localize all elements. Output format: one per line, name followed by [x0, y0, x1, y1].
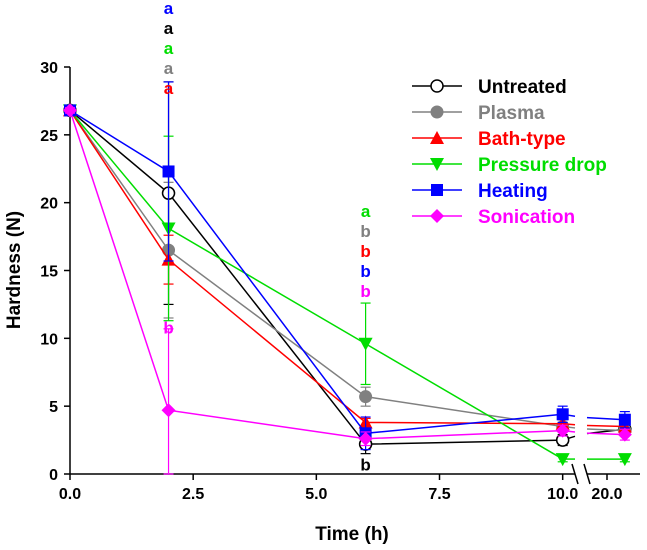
x-tick-label: 20.0 — [591, 486, 622, 503]
significance-letter: a — [164, 39, 174, 58]
x-tick-label: 2.5 — [182, 486, 204, 503]
legend-entry: Pressure drop — [412, 155, 607, 176]
marker-triangle-up — [555, 416, 570, 430]
x-tick-label: 7.5 — [428, 486, 450, 503]
series-line — [69, 110, 563, 440]
axis-break-mark — [571, 463, 579, 485]
y-axis-title: Hardness (N) — [4, 211, 25, 329]
marker-triangle-down — [555, 453, 570, 467]
significance-letter: b — [360, 282, 370, 301]
marker-square — [162, 165, 175, 178]
marker-triangle-down — [358, 337, 373, 351]
legend-label: Pressure drop — [478, 155, 607, 176]
significance-letter: b — [360, 242, 370, 261]
legend-entry: Plasma — [412, 103, 545, 124]
significance-letter: a — [164, 0, 174, 18]
y-tick-label: 5 — [49, 399, 58, 416]
axis-break-mark — [583, 463, 591, 485]
x-tick-label: 0.0 — [59, 486, 81, 503]
legend-entry: Untreated — [412, 77, 567, 98]
marker-diamond — [358, 431, 373, 446]
x-axis-title: Time (h) — [315, 524, 389, 545]
legend-label: Plasma — [478, 103, 545, 124]
marker-circle — [430, 105, 444, 119]
marker-diamond — [617, 427, 632, 442]
significance-letter: b — [163, 318, 173, 337]
series-line — [586, 424, 625, 428]
significance-letter: b — [360, 222, 370, 241]
marker-diamond — [161, 403, 176, 418]
y-tick-label: 30 — [40, 60, 58, 77]
marker-triangle-up — [430, 131, 444, 144]
legend-entry: Bath-type — [412, 129, 566, 150]
series-line — [69, 109, 563, 435]
series-line — [69, 109, 563, 428]
significance-letter: b — [360, 456, 370, 475]
significance-letter: a — [164, 79, 174, 98]
marker-diamond — [430, 209, 444, 223]
significance-letter: a — [164, 19, 174, 38]
legend-entry: Sonication — [412, 207, 575, 228]
legend-label: Heating — [478, 181, 548, 202]
legend-label: Sonication — [478, 207, 575, 228]
series-line — [586, 416, 625, 421]
x-tick-label: 5.0 — [305, 486, 327, 503]
x-tick-label: 10.0 — [547, 486, 578, 503]
series-sonication — [63, 103, 632, 475]
y-tick-label: 25 — [40, 128, 58, 145]
significance-letter: a — [164, 59, 174, 78]
significance-letter: a — [361, 202, 371, 221]
marker-triangle-down — [617, 453, 632, 467]
series-line — [69, 109, 564, 460]
axes: 0 5 10 15 20 25 30 0.0 2.5 5.0 7.5 10.0 20.0 — [40, 60, 640, 503]
legend: Untreated Plasma Bath-type Pressure drop Hea… — [412, 77, 607, 228]
series-layer — [63, 81, 632, 475]
legend-label: Untreated — [478, 77, 567, 98]
y-tick-label: 20 — [40, 196, 58, 213]
legend-entry: Heating — [412, 181, 548, 202]
y-tick-label: 10 — [40, 331, 58, 348]
marker-square — [618, 413, 631, 426]
marker-triangle-down — [430, 158, 444, 171]
legend-label: Bath-type — [478, 129, 566, 150]
marker-circle-open — [430, 79, 444, 93]
marker-circle — [359, 390, 373, 404]
marker-square — [556, 408, 569, 421]
marker-square — [431, 184, 443, 196]
series-line — [69, 109, 563, 445]
y-tick-label: 0 — [49, 467, 58, 484]
marker-diamond — [63, 103, 77, 118]
marker-diamond — [555, 423, 570, 438]
y-tick-label: 15 — [40, 264, 58, 281]
significance-letter: b — [360, 262, 370, 281]
